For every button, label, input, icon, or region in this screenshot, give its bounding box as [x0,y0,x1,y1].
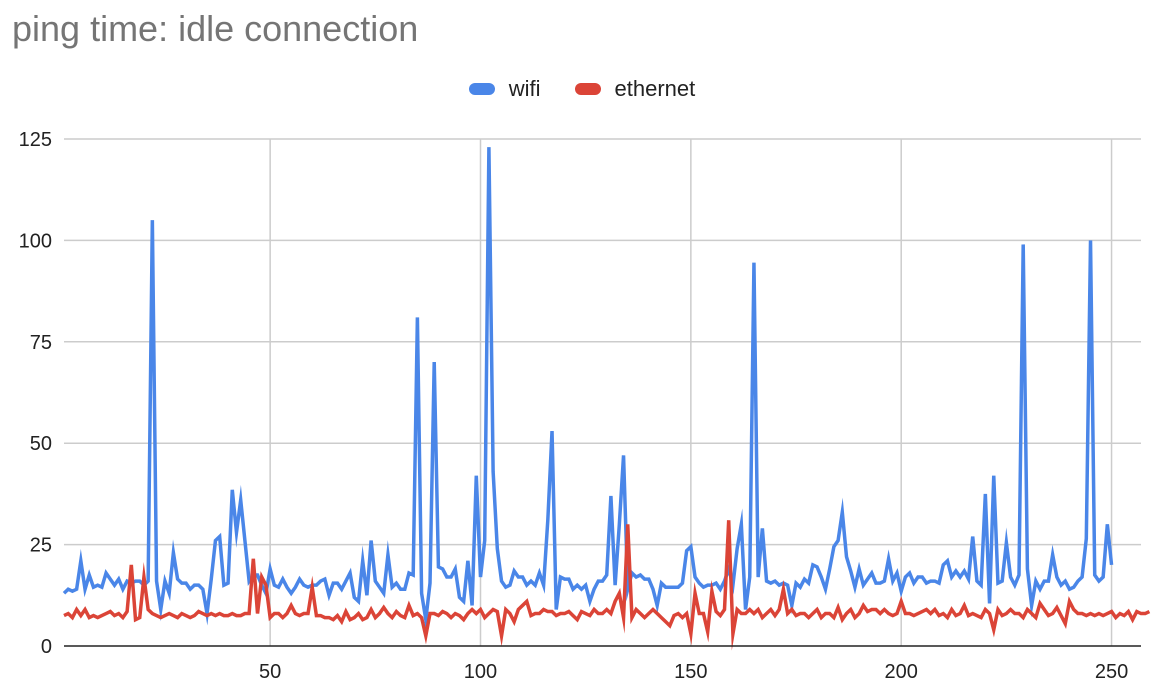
series-line-wifi [62,147,1114,633]
x-tick-label-250: 250 [1095,661,1128,683]
legend-swatch-ethernet [574,83,601,95]
series-line-ethernet [63,520,1151,651]
legend-item-wifi: wifi [468,76,541,102]
x-tick-label-100: 100 [464,661,497,683]
x-tick-label-150: 150 [674,661,707,683]
x-tick-label-200: 200 [885,661,918,683]
chart-title: ping time: idle connection [12,8,419,49]
chart-legend: wifi ethernet [0,76,1164,102]
grid [64,138,1141,646]
series-layer [62,147,1151,651]
legend-swatch-wifi [468,83,495,95]
y-tick-label-50: 50 [30,433,52,455]
axes: 0 25 50 75 100 125 50 100 150 200 250 [19,129,1141,683]
y-tick-label-25: 25 [30,535,52,557]
x-tick-label-50: 50 [259,661,281,683]
y-tick-label-100: 100 [19,230,52,252]
y-tick-label-0: 0 [41,636,52,658]
legend-item-ethernet: ethernet [574,76,696,102]
y-tick-label-125: 125 [19,129,52,151]
legend-label-wifi: wifi [508,76,541,101]
y-tick-label-75: 75 [30,332,52,354]
legend-label-ethernet: ethernet [614,76,696,101]
